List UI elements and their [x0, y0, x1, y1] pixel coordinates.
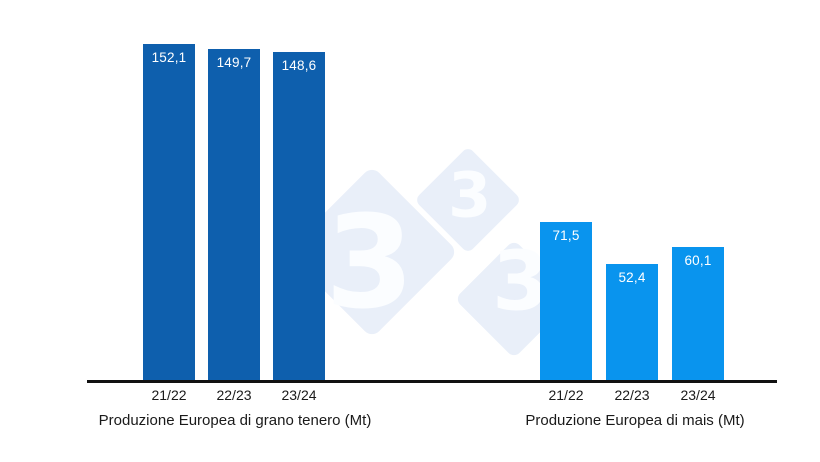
x-axis-line — [87, 380, 777, 383]
watermark-digit-top: 3 — [448, 158, 492, 232]
x-tick-label-group2: 21/22 — [548, 387, 584, 403]
bar-value-label: 60,1 — [684, 253, 712, 268]
bar-group1-23/24: 148,6 — [273, 52, 325, 380]
bar-value-label: 52,4 — [618, 270, 646, 285]
bar-value-label: 152,1 — [151, 50, 187, 65]
x-tick-label-group2: 22/23 — [614, 387, 650, 403]
caption-mais: Produzione Europea di mais (Mt) — [525, 412, 745, 429]
bar-group1-22/23: 149,7 — [208, 49, 260, 380]
bar-group2-22/23: 52,4 — [606, 264, 658, 380]
x-tick-label-group1: 21/22 — [151, 387, 187, 403]
bar-group2-23/24: 60,1 — [672, 247, 724, 380]
bar-value-label: 149,7 — [216, 55, 252, 70]
bar-value-label: 71,5 — [552, 228, 580, 243]
watermark-digit-large: 3 — [325, 189, 415, 338]
x-tick-label-group1: 23/24 — [281, 387, 317, 403]
caption-grano-tenero: Produzione Europea di grano tenero (Mt) — [98, 412, 372, 429]
x-tick-label-group2: 23/24 — [680, 387, 716, 403]
bar-group2-21/22: 71,5 — [540, 222, 592, 380]
bar-value-label: 148,6 — [281, 58, 317, 73]
x-tick-label-group1: 22/23 — [216, 387, 252, 403]
bar-group1-21/22: 152,1 — [143, 44, 195, 380]
